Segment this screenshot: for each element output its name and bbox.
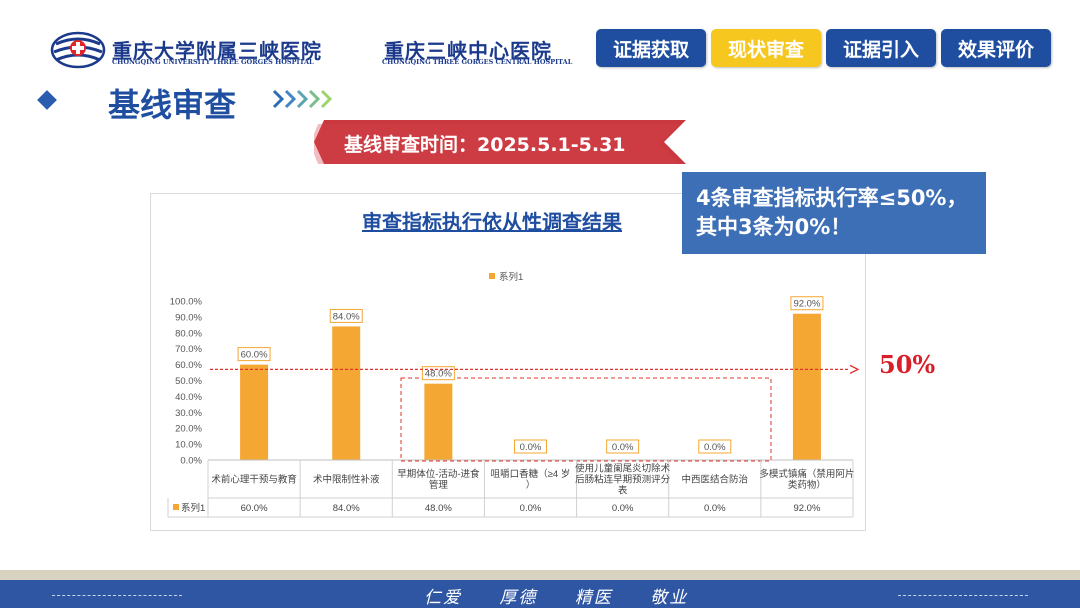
threshold-arrow-icon	[849, 364, 860, 374]
bar-chart: 系列1 100.0% 90.0% 80.0% 70.0% 60.0% 50.0% 40.0% 3…	[167, 271, 860, 518]
table-series-swatch	[173, 504, 179, 510]
hospital2-name: 重庆三峡中心医院	[384, 39, 552, 63]
bar	[332, 326, 361, 460]
motto-word: 敬业	[650, 588, 689, 608]
hospital2-english-name: CHONGQING THREE GORGES CENTRAL HOSPITAL	[382, 58, 573, 66]
table-value: 48.0%	[425, 503, 452, 514]
review-period-text: 基线审查时间：2025.5.1-5.31	[344, 134, 626, 156]
chart-title: 审查指标执行依从性调查结果	[362, 210, 622, 234]
bar	[792, 313, 821, 460]
chevrons-icon	[272, 89, 333, 109]
motto-word: 厚德	[499, 588, 538, 608]
data-label-box	[237, 347, 271, 362]
section-title: 基线审查	[108, 86, 237, 124]
callout-line1: 4条审查指标执行率≤50%，	[696, 186, 968, 210]
bar	[424, 383, 453, 460]
category-label: 使用儿童阑尾炎切除术后肠粘连早期预测评分表	[575, 463, 671, 497]
table-value: 0.0%	[612, 503, 634, 514]
y-tick-label: 30.0%	[175, 408, 202, 419]
hospital1-english-name: CHONGQING UNIVERSITY THREE GORGES HOSPIT…	[112, 58, 314, 66]
table-value: 0.0%	[520, 503, 542, 514]
data-label-box	[514, 439, 547, 454]
threshold-label: 50%	[879, 350, 936, 379]
data-label: 0.0%	[612, 442, 634, 453]
table-value: 92.0%	[793, 503, 820, 514]
footer-strip	[0, 570, 1080, 580]
callout-box: 4条审查指标执行率≤50%， 其中3条为0%！	[682, 172, 986, 254]
data-label-box	[329, 308, 363, 323]
y-tick-label: 80.0%	[175, 328, 202, 339]
motto-word: 精医	[574, 588, 613, 608]
data-label-box	[790, 296, 824, 311]
y-tick-label: 60.0%	[175, 360, 202, 371]
hospital-logo-icon	[50, 31, 106, 69]
category-label: 中西医结合防治	[682, 474, 749, 486]
y-tick-label: 90.0%	[175, 312, 202, 323]
review-period-banner	[314, 120, 686, 164]
data-label: 84.0%	[333, 311, 360, 322]
y-tick-label: 0.0%	[180, 456, 202, 467]
category-label: 术前心理干预与教育	[211, 474, 297, 486]
y-tick-label: 10.0%	[175, 440, 202, 451]
data-label: 60.0%	[241, 350, 268, 361]
footer-bar	[0, 580, 1080, 608]
tab-status-review[interactable]: 现状审查	[711, 29, 821, 67]
category-label: 多模式镇痛（禁用阿片类药物）	[759, 468, 854, 491]
data-label: 0.0%	[704, 442, 726, 453]
category-label: 术中限制性补液	[313, 474, 380, 486]
table-series-name: 系列1	[181, 502, 205, 514]
table-value: 84.0%	[333, 503, 360, 514]
hospital1-name: 重庆大学附属三峡医院	[112, 39, 322, 63]
category-label: 咀嚼口香糖（≥4 岁）	[491, 468, 571, 491]
tab-evidence-introduction[interactable]: 证据引入	[826, 29, 936, 67]
y-tick-label: 20.0%	[175, 424, 202, 435]
bar	[240, 364, 269, 460]
motto-word: 仁爱	[424, 588, 462, 608]
y-tick-label: 70.0%	[175, 344, 202, 355]
footer-divider-right	[898, 595, 1028, 596]
legend-label: 系列1	[499, 271, 523, 283]
tab-effect-evaluation[interactable]: 效果评价	[941, 29, 1051, 67]
y-tick-label: 50.0%	[175, 376, 202, 387]
y-tick-label: 40.0%	[175, 392, 202, 403]
data-label-box	[698, 439, 732, 454]
data-label: 92.0%	[793, 299, 820, 310]
data-label-box	[606, 439, 640, 454]
diamond-bullet-icon	[37, 90, 57, 110]
table-value: 0.0%	[704, 503, 726, 514]
tab-evidence-acquisition[interactable]: 证据获取	[596, 29, 706, 67]
legend-swatch	[489, 273, 495, 279]
category-label: 早期体位-活动-进食管理	[397, 468, 480, 491]
callout-line2: 其中3条为0%！	[696, 215, 852, 239]
highlight-box	[400, 377, 772, 462]
table-value: 60.0%	[241, 503, 268, 514]
data-label: 0.0%	[520, 442, 542, 453]
footer-divider-left	[52, 595, 182, 596]
data-label: 48.0%	[425, 369, 452, 380]
footer-motto: 仁爱 厚德 精医 敬业	[424, 583, 718, 608]
y-tick-label: 100.0%	[170, 297, 203, 308]
